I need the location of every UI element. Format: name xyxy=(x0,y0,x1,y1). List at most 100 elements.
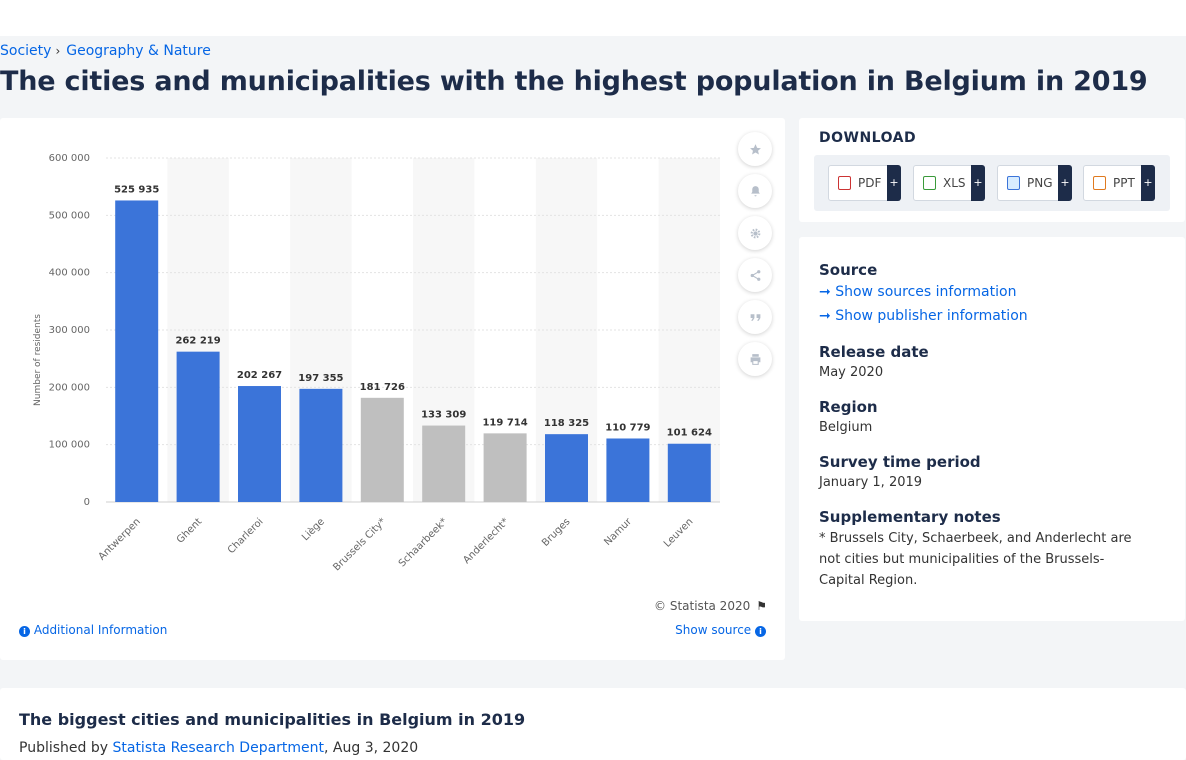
published-by-label: Published by xyxy=(19,740,109,756)
breadcrumb-society[interactable]: Society xyxy=(0,43,52,59)
pdf-file-icon xyxy=(838,176,851,190)
y-tick-label: 600 000 xyxy=(49,153,90,164)
download-pdf-button[interactable]: PDF + xyxy=(828,165,901,201)
download-png-label: PNG xyxy=(1027,176,1053,190)
published-date: , Aug 3, 2020 xyxy=(324,740,419,756)
data-label: 181 726 xyxy=(360,382,405,393)
xls-file-icon xyxy=(923,176,936,190)
ppt-file-icon xyxy=(1093,176,1106,190)
published-line: Published by Statista Research Departmen… xyxy=(19,740,418,756)
info-icon: i xyxy=(755,626,766,637)
x-tick-label: Schaarbeek* xyxy=(397,516,450,569)
bar xyxy=(545,434,588,502)
y-tick-label: 400 000 xyxy=(49,268,90,279)
show-publisher-link[interactable]: ➞ Show publisher information xyxy=(819,308,1028,324)
chart-card: 0 100 000 200 000 300 000 400 000 500 000 600 … xyxy=(0,118,785,660)
x-tick-label: Ghent xyxy=(175,516,204,545)
show-source-label: Show source xyxy=(675,623,752,637)
page-title: The cities and municipalities with the h… xyxy=(0,66,1148,97)
data-label: 197 355 xyxy=(298,373,343,384)
bar xyxy=(483,433,527,502)
region-value: Belgium xyxy=(819,420,873,435)
show-sources-link[interactable]: ➞ Show sources information xyxy=(819,284,1016,300)
data-label: 118 325 xyxy=(544,418,589,429)
quote-icon[interactable] xyxy=(738,300,772,334)
x-tick-label: Bruges xyxy=(540,516,573,549)
download-xls-label: XLS xyxy=(943,176,966,190)
survey-period-label: Survey time period xyxy=(819,453,981,471)
x-tick-label: Namur xyxy=(602,516,634,548)
download-ppt-label: PPT xyxy=(1113,176,1135,190)
y-tick-label: 0 xyxy=(84,497,90,508)
download-options: PDF + XLS + PNG + PPT + xyxy=(814,155,1170,211)
bar xyxy=(422,425,466,502)
print-icon[interactable] xyxy=(738,342,772,376)
show-sources-label: Show sources information xyxy=(835,284,1017,300)
info-icon: i xyxy=(19,626,30,637)
show-publisher-label: Show publisher information xyxy=(835,308,1028,324)
article-card: The biggest cities and municipalities in… xyxy=(0,688,1186,760)
x-tick-label: Leuven xyxy=(662,516,695,549)
data-label: 262 219 xyxy=(175,336,220,347)
share-icon[interactable] xyxy=(738,258,772,292)
x-tick-label: Anderlecht* xyxy=(461,516,511,566)
bar xyxy=(115,200,159,502)
plus-icon: + xyxy=(1141,165,1155,201)
author-link[interactable]: Statista Research Department xyxy=(112,740,325,756)
x-tick-label: Charleroi xyxy=(226,516,266,556)
data-label: 202 267 xyxy=(237,370,282,381)
additional-information-label: Additional Information xyxy=(33,623,168,637)
y-tick-label: 200 000 xyxy=(49,382,90,393)
plus-icon: + xyxy=(971,165,985,201)
data-label: 133 309 xyxy=(421,410,466,421)
y-tick-label: 100 000 xyxy=(49,440,90,451)
survey-period-value: January 1, 2019 xyxy=(819,475,923,490)
download-xls-button[interactable]: XLS + xyxy=(913,165,985,201)
bar xyxy=(238,386,281,502)
download-title: DOWNLOAD xyxy=(819,130,917,146)
breadcrumb: Society › Geography & Nature xyxy=(0,43,211,59)
data-label: 101 624 xyxy=(667,428,712,439)
x-tick-label: Antwerpen xyxy=(97,516,143,562)
copyright: © Statista 2020 ⚑ xyxy=(654,599,767,613)
download-png-button[interactable]: PNG + xyxy=(997,165,1072,201)
png-file-icon xyxy=(1007,176,1020,190)
x-tick-label: Liège xyxy=(299,516,327,544)
bar xyxy=(667,443,711,502)
plus-icon: + xyxy=(1058,165,1072,201)
bar xyxy=(606,438,650,502)
flag-icon[interactable]: ⚑ xyxy=(756,599,767,613)
supplementary-notes-label: Supplementary notes xyxy=(819,508,1001,526)
gear-icon[interactable] xyxy=(738,216,772,250)
y-tick-label: 500 000 xyxy=(49,210,90,221)
download-pdf-label: PDF xyxy=(858,176,882,190)
top-bar xyxy=(0,0,1186,36)
show-source-link[interactable]: Show source i xyxy=(675,623,766,637)
star-icon[interactable] xyxy=(738,132,772,166)
data-label: 525 935 xyxy=(114,184,159,195)
supplementary-notes-value: * Brussels City, Schaerbeek, and Anderle… xyxy=(819,531,1132,588)
bar xyxy=(176,351,220,502)
data-label: 119 714 xyxy=(482,417,527,428)
y-axis-title: Number of residents xyxy=(33,314,43,406)
release-date-label: Release date xyxy=(819,343,929,361)
region-label: Region xyxy=(819,398,878,416)
download-ppt-button[interactable]: PPT + xyxy=(1083,165,1155,201)
copyright-text: © Statista 2020 xyxy=(654,599,751,613)
article-title: The biggest cities and municipalities in… xyxy=(19,710,526,729)
y-tick-label: 300 000 xyxy=(49,325,90,336)
breadcrumb-separator-icon: › xyxy=(55,44,61,58)
bar xyxy=(299,388,343,502)
release-date-value: May 2020 xyxy=(819,365,884,380)
bell-icon[interactable] xyxy=(738,174,772,208)
download-card: DOWNLOAD PDF + XLS + PNG + PPT + xyxy=(799,118,1185,222)
breadcrumb-geography[interactable]: Geography & Nature xyxy=(66,43,211,59)
arrow-right-icon: ➞ xyxy=(819,284,831,300)
additional-information-link[interactable]: i Additional Information xyxy=(19,623,167,637)
arrow-right-icon: ➞ xyxy=(819,308,831,324)
chart-actions xyxy=(738,132,772,384)
x-tick-label: Brussels City* xyxy=(331,516,388,573)
info-card: Source ➞ Show sources information ➞ Show… xyxy=(799,237,1185,621)
bar-chart: 0 100 000 200 000 300 000 400 000 500 000 600 … xyxy=(33,153,720,573)
source-label: Source xyxy=(819,261,878,279)
